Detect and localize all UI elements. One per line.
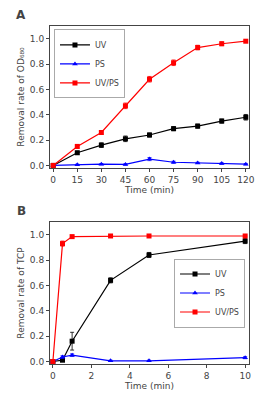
svg-text:PS: PS bbox=[95, 60, 105, 69]
svg-text:0.2: 0.2 bbox=[30, 135, 44, 145]
svg-text:10: 10 bbox=[239, 371, 251, 381]
svg-text:75: 75 bbox=[168, 175, 179, 185]
svg-text:30: 30 bbox=[96, 175, 108, 185]
svg-text:0.4: 0.4 bbox=[30, 110, 45, 120]
svg-text:1.0: 1.0 bbox=[30, 34, 45, 44]
svg-text:0.2: 0.2 bbox=[30, 331, 44, 341]
svg-text:UV/PS: UV/PS bbox=[95, 79, 119, 88]
svg-text:0: 0 bbox=[50, 371, 56, 381]
svg-text:UV: UV bbox=[215, 270, 227, 279]
svg-text:0.8: 0.8 bbox=[30, 59, 45, 69]
svg-text:1.0: 1.0 bbox=[30, 230, 45, 240]
svg-text:UV: UV bbox=[95, 41, 107, 50]
svg-text:Removal rate of OD₆₈₀: Removal rate of OD₆₈₀ bbox=[16, 47, 26, 147]
svg-text:0.6: 0.6 bbox=[30, 281, 45, 291]
svg-text:0.0: 0.0 bbox=[30, 161, 45, 171]
svg-text:UV/PS: UV/PS bbox=[215, 308, 239, 317]
svg-text:0.4: 0.4 bbox=[30, 306, 45, 316]
svg-text:0.6: 0.6 bbox=[30, 85, 45, 95]
svg-text:8: 8 bbox=[204, 371, 210, 381]
svg-text:Time (min): Time (min) bbox=[124, 381, 174, 391]
svg-text:Time (min): Time (min) bbox=[124, 185, 174, 195]
svg-text:105: 105 bbox=[213, 175, 230, 185]
svg-text:0.0: 0.0 bbox=[30, 357, 45, 367]
svg-text:90: 90 bbox=[192, 175, 204, 185]
svg-text:4: 4 bbox=[127, 371, 133, 381]
svg-text:B: B bbox=[17, 204, 26, 218]
svg-text:60: 60 bbox=[144, 175, 156, 185]
svg-text:0.8: 0.8 bbox=[30, 255, 45, 265]
svg-text:45: 45 bbox=[120, 175, 131, 185]
svg-text:120: 120 bbox=[237, 175, 254, 185]
svg-text:15: 15 bbox=[72, 175, 83, 185]
svg-text:A: A bbox=[16, 8, 26, 22]
svg-text:0: 0 bbox=[50, 175, 56, 185]
svg-text:PS: PS bbox=[215, 289, 225, 298]
svg-text:2: 2 bbox=[88, 371, 94, 381]
svg-text:6: 6 bbox=[165, 371, 171, 381]
svg-text:Removal rate of TCP: Removal rate of TCP bbox=[16, 247, 26, 339]
